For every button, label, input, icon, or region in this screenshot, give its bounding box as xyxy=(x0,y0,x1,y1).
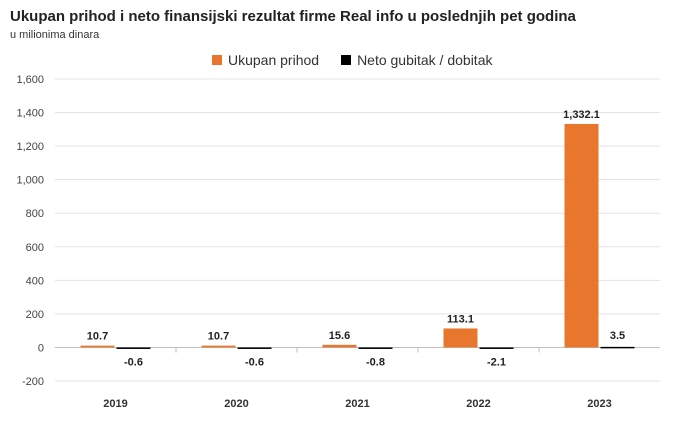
bar-net-result xyxy=(116,347,151,349)
bar-net-result xyxy=(358,347,393,349)
data-label-net-result: -2.1 xyxy=(487,356,506,368)
legend-swatch-net-result xyxy=(341,55,352,65)
x-tick-label: 2021 xyxy=(345,398,369,410)
data-label-net-result: 3.5 xyxy=(610,330,625,342)
legend-item-net-result: Neto gubitak / dobitak xyxy=(341,52,492,68)
bar-revenue xyxy=(80,345,115,348)
x-tick-label: 2020 xyxy=(224,398,248,410)
y-tick-label: 1,200 xyxy=(16,141,44,153)
y-tick-label: 400 xyxy=(26,275,44,287)
y-tick-label: 800 xyxy=(26,208,44,220)
data-label-net-result: -0.6 xyxy=(245,356,264,368)
data-label-revenue: 10.7 xyxy=(87,331,108,343)
y-tick-label: 1,000 xyxy=(16,175,44,187)
y-tick-label: 600 xyxy=(26,242,44,254)
x-tick-label: 2022 xyxy=(466,398,490,410)
bar-net-result xyxy=(237,347,272,349)
data-label-revenue: 1,332.1 xyxy=(563,109,600,121)
bar-net-result xyxy=(600,346,635,349)
data-label-revenue: 113.1 xyxy=(447,313,474,325)
chart-title: Ukupan prihod i neto finansijski rezulta… xyxy=(10,8,576,25)
y-tick-label: 1,600 xyxy=(16,74,44,86)
x-tick-label: 2023 xyxy=(587,398,611,410)
y-tick-label: 1,400 xyxy=(16,108,44,120)
legend-label-net-result: Neto gubitak / dobitak xyxy=(357,52,493,68)
x-tick-label: 2019 xyxy=(103,398,127,410)
bar-revenue xyxy=(322,344,357,348)
bar-revenue xyxy=(443,328,478,348)
data-label-revenue: 15.6 xyxy=(329,330,350,342)
chart-subtitle: u milionima dinara xyxy=(10,29,100,41)
bar-revenue xyxy=(564,123,599,348)
legend-swatch-revenue xyxy=(212,55,222,65)
data-label-net-result: -0.6 xyxy=(124,356,143,368)
legend-item-revenue: Ukupan prihod xyxy=(212,52,319,68)
legend-label-revenue: Ukupan prihod xyxy=(228,52,320,68)
data-label-revenue: 10.7 xyxy=(208,331,229,343)
y-tick-label: 200 xyxy=(26,309,44,321)
bar-net-result xyxy=(479,347,514,349)
y-tick-label: -200 xyxy=(22,376,44,388)
y-tick-label: 0 xyxy=(38,342,44,354)
bar-revenue xyxy=(201,345,236,348)
legend: Ukupan prihod Neto gubitak / dobitak xyxy=(212,52,514,68)
data-label-net-result: -0.8 xyxy=(366,356,385,368)
